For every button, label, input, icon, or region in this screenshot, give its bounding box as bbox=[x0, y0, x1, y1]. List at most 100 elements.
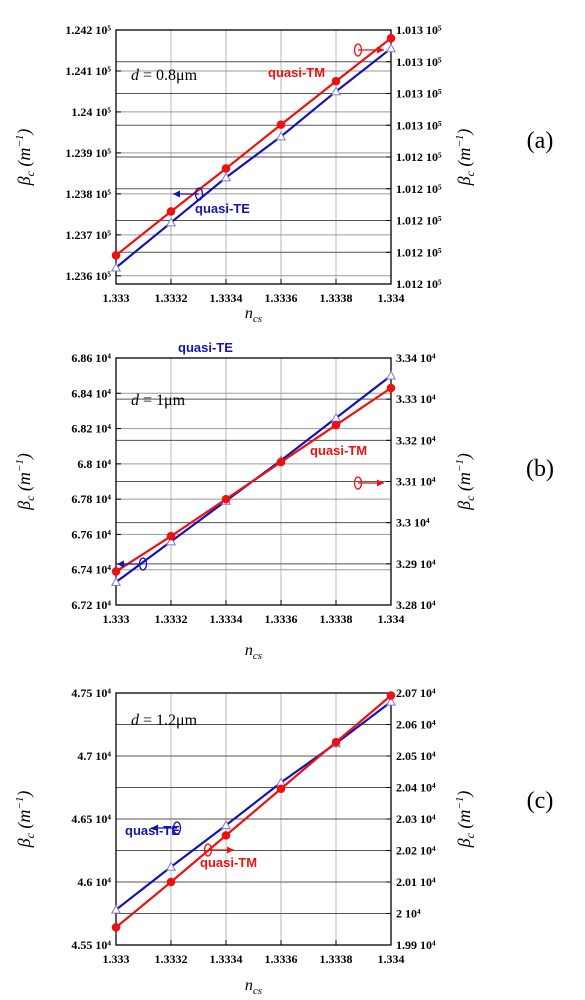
y-axis-label-right: βc (m−1) bbox=[454, 129, 477, 187]
series-label-quasi-TE: quasi-TE bbox=[178, 340, 233, 355]
y-tick-label-right: 2.05 10⁴ bbox=[396, 749, 436, 763]
data-point-quasi-TM bbox=[111, 251, 121, 260]
data-point-quasi-TM bbox=[276, 120, 286, 129]
x-tick-label: 1.3334 bbox=[210, 952, 243, 966]
y-axis-label-left: βc (m−1) bbox=[14, 791, 37, 849]
x-tick-label: 1.3332 bbox=[155, 612, 188, 626]
x-tick-label: 1.333 bbox=[103, 291, 130, 305]
panel-label: (a) bbox=[527, 128, 554, 154]
x-tick-label: 1.333 bbox=[103, 952, 130, 966]
y-tick-label-left: 1.236 10⁵ bbox=[65, 269, 111, 283]
y-tick-label-left: 6.84 10⁴ bbox=[71, 386, 111, 400]
data-point-quasi-TE bbox=[275, 131, 287, 141]
x-tick-label: 1.334 bbox=[378, 291, 405, 305]
data-point-quasi-TM bbox=[331, 737, 341, 747]
data-point-quasi-TE bbox=[110, 262, 122, 272]
y-tick-label-left: 4.65 10⁴ bbox=[71, 812, 111, 826]
data-point-quasi-TE bbox=[220, 172, 232, 182]
y-tick-label-right: 1.013 10⁵ bbox=[396, 87, 442, 101]
y-tick-label-right: 3.3 10⁴ bbox=[396, 516, 430, 530]
y-tick-label-right: 3.33 10⁴ bbox=[396, 392, 436, 406]
y-tick-label-right: 2.07 10⁴ bbox=[396, 686, 436, 700]
series-line-quasi-TM bbox=[115, 387, 392, 573]
panel-label: (b) bbox=[526, 456, 554, 482]
data-point-quasi-TE bbox=[385, 696, 397, 706]
y-tick-label-left: 6.76 10⁴ bbox=[71, 527, 111, 541]
x-axis-label: ncs bbox=[245, 642, 262, 662]
x-tick-label: 1.3338 bbox=[320, 952, 353, 966]
y-tick-label-right: 1.012 10⁵ bbox=[396, 182, 442, 196]
data-point-quasi-TM bbox=[276, 457, 286, 467]
y-tick-label-right: 1.99 10⁴ bbox=[396, 938, 436, 952]
data-point-quasi-TE bbox=[165, 217, 177, 227]
data-point-quasi-TM bbox=[331, 76, 341, 86]
x-axis-label: ncs bbox=[245, 305, 262, 325]
y-tick-label-right: 1.012 10⁵ bbox=[396, 150, 442, 164]
data-point-quasi-TE bbox=[220, 820, 232, 830]
y-tick-label-right: 3.29 10⁴ bbox=[396, 557, 436, 571]
chart-panel-3: 1.333 1.3332 1.3334 1.3336 1.3338 1.334 4.55 1… bbox=[14, 686, 553, 997]
data-point-quasi-TM bbox=[166, 877, 176, 887]
data-point-quasi-TE bbox=[165, 536, 177, 546]
data-point-quasi-TM bbox=[386, 33, 396, 43]
y-tick-label-right: 3.34 10⁴ bbox=[396, 351, 436, 365]
data-point-quasi-TM bbox=[221, 831, 231, 840]
y-tick-label-right: 2.02 10⁴ bbox=[396, 844, 436, 858]
y-tick-label-left: 4.75 10⁴ bbox=[71, 686, 111, 700]
data-point-quasi-TE bbox=[165, 861, 177, 871]
x-tick-label: 1.3336 bbox=[265, 291, 298, 305]
panel-label: (c) bbox=[527, 788, 554, 814]
y-tick-label-left: 6.72 10⁴ bbox=[71, 598, 111, 612]
series-line-quasi-TM bbox=[115, 694, 392, 929]
y-tick-label-right: 2 10⁴ bbox=[396, 907, 421, 921]
x-tick-label: 1.3334 bbox=[210, 612, 243, 626]
y-tick-label-left: 1.238 10⁵ bbox=[65, 187, 111, 201]
x-tick-label: 1.334 bbox=[378, 612, 405, 626]
data-point-quasi-TE bbox=[385, 370, 397, 380]
data-point-quasi-TM bbox=[111, 923, 121, 932]
series-label-quasi-TE: quasi-TE bbox=[125, 823, 180, 838]
x-tick-label: 1.3332 bbox=[155, 952, 188, 966]
y-tick-label-right: 1.012 10⁵ bbox=[396, 214, 442, 228]
x-tick-label: 1.3332 bbox=[155, 291, 188, 305]
x-tick-label: 1.333 bbox=[103, 612, 130, 626]
y-tick-label-right: 3.28 10⁴ bbox=[396, 598, 436, 612]
y-tick-label-left: 1.239 10⁵ bbox=[65, 146, 111, 160]
data-point-quasi-TE bbox=[110, 904, 122, 914]
y-tick-label-left: 6.86 10⁴ bbox=[71, 351, 111, 365]
annotation-thickness: d = 0.8μm bbox=[131, 67, 198, 84]
x-tick-label: 1.3338 bbox=[320, 291, 353, 305]
x-axis-label: ncs bbox=[245, 977, 262, 997]
y-tick-label-right: 2.03 10⁴ bbox=[396, 812, 436, 826]
y-tick-label-right: 3.31 10⁴ bbox=[396, 475, 436, 489]
quasi-TE-axis-indicator-arrowhead bbox=[151, 824, 158, 832]
x-tick-label: 1.3336 bbox=[265, 952, 298, 966]
quasi-TM-axis-indicator-arrowhead bbox=[227, 846, 234, 854]
x-tick-label: 1.3336 bbox=[265, 612, 298, 626]
y-tick-label-right: 2.04 10⁴ bbox=[396, 781, 436, 795]
y-tick-label-left: 1.241 10⁵ bbox=[65, 64, 111, 78]
series-line-quasi-TE bbox=[115, 700, 392, 911]
data-point-quasi-TE bbox=[330, 86, 342, 96]
series-label-quasi-TM: quasi-TM bbox=[268, 65, 325, 80]
annotation-thickness: d = 1.2μm bbox=[131, 712, 198, 729]
y-tick-label-left: 1.237 10⁵ bbox=[65, 228, 111, 242]
annotation-thickness: d = 1μm bbox=[131, 392, 186, 409]
y-tick-label-left: 6.74 10⁴ bbox=[71, 563, 111, 577]
data-point-quasi-TM bbox=[166, 207, 176, 216]
x-tick-label: 1.334 bbox=[378, 952, 405, 966]
data-point-quasi-TM bbox=[276, 784, 286, 794]
data-point-quasi-TM bbox=[386, 383, 396, 393]
y-tick-label-left: 4.6 10⁴ bbox=[77, 875, 111, 889]
y-tick-label-right: 2.06 10⁴ bbox=[396, 718, 436, 732]
y-tick-label-right: 2.01 10⁴ bbox=[396, 875, 436, 889]
y-tick-label-left: 6.82 10⁴ bbox=[71, 422, 111, 436]
y-tick-label-left: 1.24 10⁵ bbox=[71, 105, 111, 119]
data-point-quasi-TM bbox=[386, 691, 396, 700]
y-tick-label-right: 1.012 10⁵ bbox=[396, 245, 442, 259]
quasi-TE-axis-indicator-arrowhead bbox=[173, 190, 180, 198]
quasi-TM-axis-indicator-arrowhead bbox=[377, 46, 384, 54]
data-point-quasi-TE bbox=[110, 576, 122, 586]
y-axis-label-left: βc (m−1) bbox=[14, 453, 37, 511]
